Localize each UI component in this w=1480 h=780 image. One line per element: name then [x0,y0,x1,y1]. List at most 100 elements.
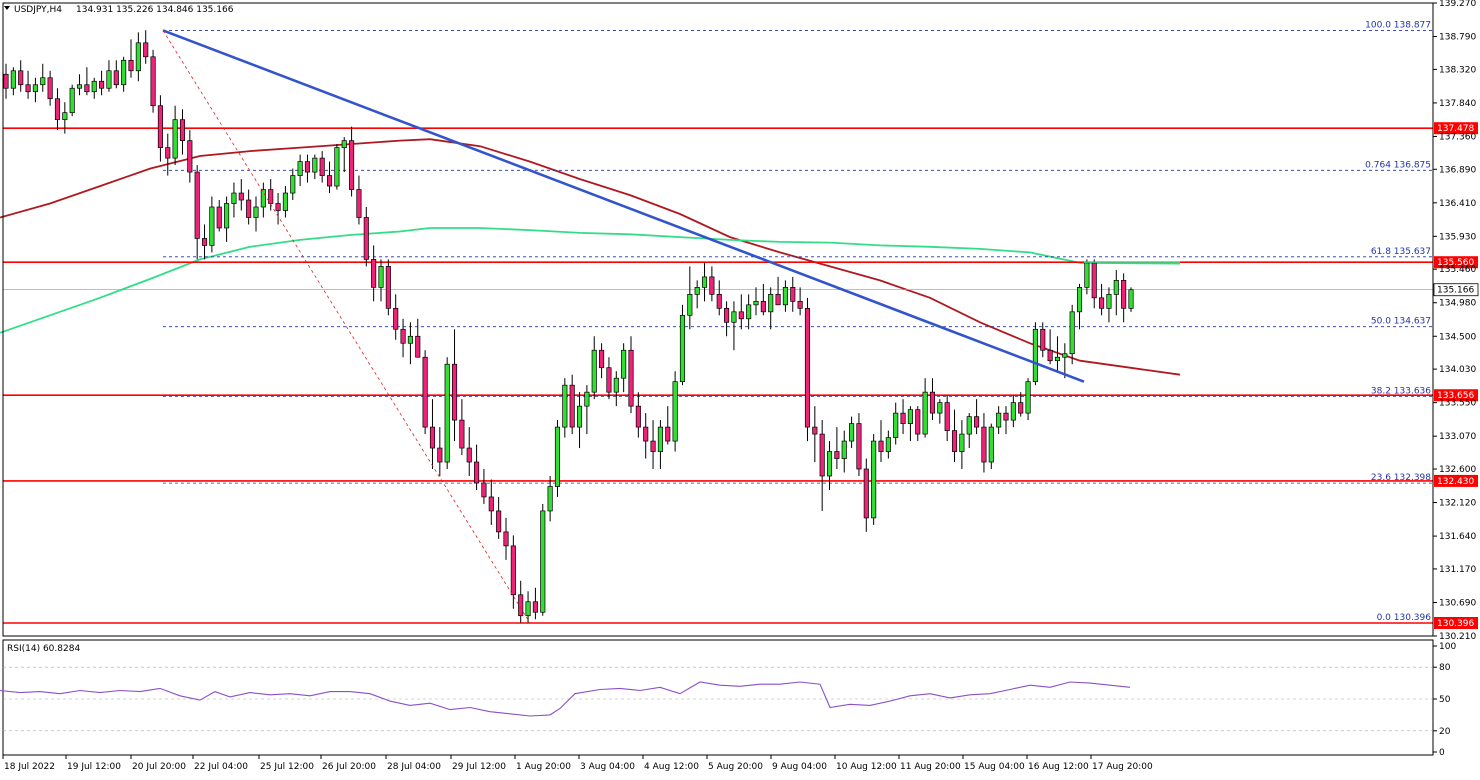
candle [187,130,193,183]
candle [613,371,619,407]
candle-body [672,381,678,442]
candle-body [275,203,281,211]
candle [312,154,318,180]
candle-body [349,140,355,190]
candle [584,385,590,435]
candle-body [974,416,980,428]
candle [694,280,700,309]
candle-body [224,203,230,229]
candle-body [371,259,377,288]
candle [893,402,899,445]
candle [1010,395,1016,428]
time-axis: 18 Jul 2022 19 Jul 12:00 20 Jul 20:00 22 Ju… [2,755,1153,772]
candle-body [121,59,127,86]
candle [804,297,811,442]
symbol-label: USDJPY,H4 [14,5,62,15]
candle [1062,343,1068,379]
fib-level-label: 38.2 133.636 [1371,387,1431,397]
candle [951,409,958,463]
candle-body [518,594,524,617]
price-axis: 139.270 138.790 138.320 137.840 137.360 136.8… [2,0,1476,756]
candle-body [1003,412,1009,421]
fib-level-label: 0.0 130.396 [1377,613,1432,623]
level-price-tag [1434,617,1478,630]
fib-level-label: 0.764 136.875 [1365,160,1431,170]
descending-trendline [162,29,1085,383]
time-tick-label: 10 Aug 12:00 [836,762,897,772]
rsi-tick-label: 0 [1439,748,1445,758]
candle-body [172,119,178,159]
candle [84,67,90,96]
candle-body [525,601,531,617]
candle [687,266,693,330]
candle [297,154,303,187]
candle [665,406,671,445]
candle-body [157,105,163,148]
candle [900,399,906,435]
candle [481,469,487,504]
candle-body [106,70,112,89]
candle-body [25,84,31,93]
price-tick-label: 136.890 [1439,165,1476,175]
candle [1054,336,1061,372]
horizontal-levels[interactable]: 137.478 135.560 133.656 132.430 130.396 135.1… [3,122,1479,630]
candle-body [3,73,9,89]
candle-body [885,437,891,452]
candle-body [326,175,333,187]
candle-body [385,266,391,309]
candle-body [643,426,649,442]
candle-body [47,77,53,100]
candle [32,77,38,103]
candle [194,165,200,260]
candle [775,276,781,306]
candle-body [709,276,715,295]
candle [540,503,546,616]
price-tick-label: 135.930 [1439,232,1476,242]
candle [753,287,759,316]
candle-body [746,304,752,320]
candle-body [687,293,693,316]
rsi-line [0,681,1131,717]
candle [621,343,627,393]
candle-body [1040,328,1046,351]
candle [334,144,340,190]
candle-body [878,440,884,452]
candle [907,406,913,442]
candle-body [782,287,788,306]
price-tick-label: 132.120 [1439,499,1476,509]
candle [871,434,877,525]
candle-body [554,426,561,487]
candle [400,318,406,358]
candle [797,287,803,316]
candle [988,423,994,470]
candle-body [216,206,222,229]
candle-body [297,161,303,176]
candle [760,283,766,316]
candle-body [429,426,436,449]
candle [812,406,818,463]
candle [959,420,965,470]
price-tick-label: 133.070 [1439,432,1476,442]
candle-body [128,59,134,72]
candle [503,517,509,560]
time-tick-label: 11 Aug 20:00 [900,762,961,772]
candle-body [474,461,480,484]
candle [135,32,141,82]
candle-body [701,276,708,288]
candle [238,179,244,211]
trendlines[interactable] [162,29,1180,624]
dropdown-triangle-icon[interactable] [4,6,10,10]
candle [496,496,502,539]
candle [635,392,641,438]
candle [429,399,436,470]
time-tick-label: 3 Aug 04:00 [580,762,635,772]
candle-body [1032,328,1038,383]
candle-body [76,84,83,89]
candle [790,276,796,312]
candle [128,39,134,78]
candle [1076,283,1083,330]
price-tick-label: 136.410 [1439,199,1476,209]
candle-body [738,311,744,320]
